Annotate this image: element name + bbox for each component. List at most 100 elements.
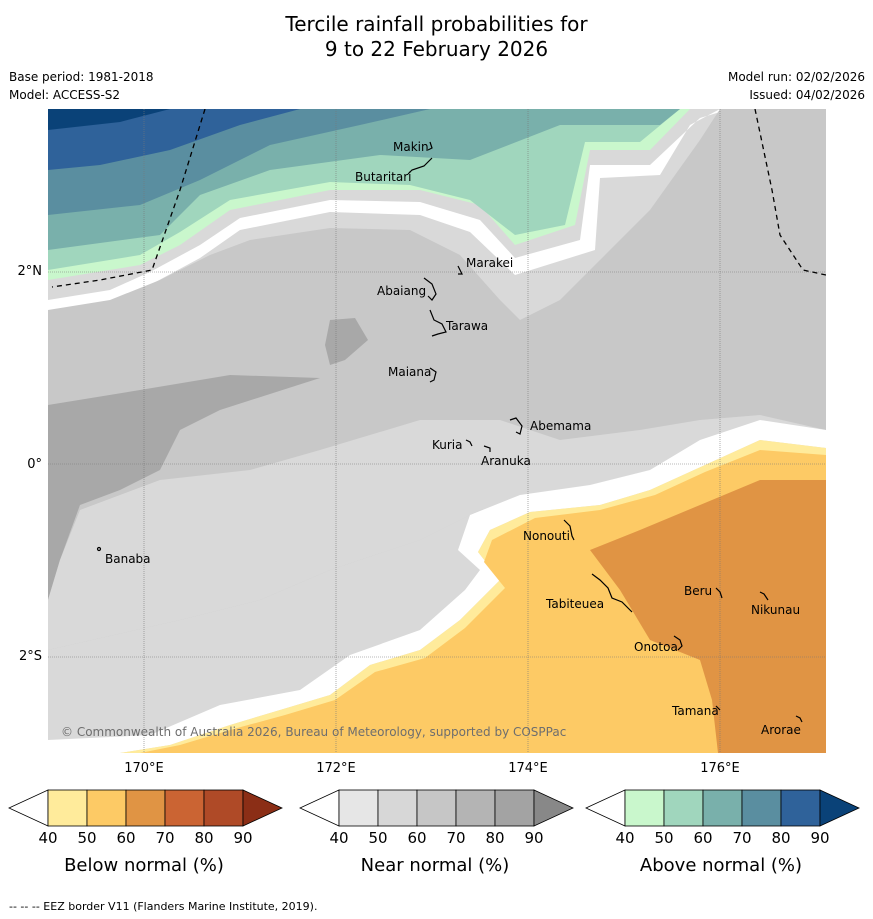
colorbar-below-cell-4	[164, 789, 205, 827]
issued-date: Issued: 04/02/2026	[749, 88, 865, 102]
colorbar-below-tick-70: 70	[155, 829, 174, 847]
colorbar-below-cell-2	[86, 789, 127, 827]
colorbar-above-tick-50: 50	[654, 829, 673, 847]
label-banaba: Banaba	[105, 552, 151, 566]
label-makin: Makin	[393, 140, 429, 154]
colorbar-below-cell-3	[125, 789, 166, 827]
colorbar-above-tick-40: 40	[615, 829, 634, 847]
colorbar-near-max-extend	[533, 789, 574, 827]
colorbar-label-near: Near normal (%)	[360, 855, 510, 876]
label-tamana: Tamana	[671, 704, 719, 718]
colorbar-near-tick-70: 70	[446, 829, 465, 847]
label-butaritari: Butaritari	[355, 170, 412, 184]
colorbar-near-tick-80: 80	[485, 829, 504, 847]
colorbar-below-tick-60: 60	[116, 829, 135, 847]
below-normal-60-70-region	[590, 480, 826, 753]
label-onotoa: Onotoa	[634, 640, 678, 654]
colorbar-near-tick-90: 90	[524, 829, 543, 847]
island-tabiteuea	[591, 573, 633, 613]
island-onotoa	[673, 635, 683, 651]
island-banaba	[96, 546, 102, 552]
near-normal-40-50-south-band	[48, 415, 826, 650]
colorbar-near-cell-2	[377, 789, 418, 827]
lon-label-172: 172°E	[316, 761, 356, 776]
colorbar-near-cell-3	[416, 789, 457, 827]
island-arorae	[795, 715, 803, 723]
lat-label-2n: 2°N	[17, 264, 43, 279]
gridlines	[48, 109, 826, 753]
colorbar-below-max-extend	[242, 789, 283, 827]
island-makin	[427, 141, 433, 151]
colorbar-near-tick-40: 40	[329, 829, 348, 847]
island-butaritari	[407, 157, 433, 175]
colorbar-above-cell-5	[780, 789, 821, 827]
island-tamana	[715, 705, 721, 711]
colorbar-above: 40 50 60 70 80 90	[585, 789, 860, 847]
lat-label-0: 0°	[27, 457, 42, 472]
colorbar-below-tick-40: 40	[38, 829, 57, 847]
label-abaiang: Abaiang	[377, 284, 426, 298]
gap-band-north	[48, 109, 826, 312]
base-period: Base period: 1981-2018	[9, 70, 154, 84]
colorbars: 40 50 60 70 80 90 40 50 60 70 80 90 40 50 60 70 80 90	[8, 789, 860, 847]
lon-label-176: 176°E	[700, 761, 740, 776]
label-arorae: Arorae	[761, 723, 801, 737]
colorbar-near-cell-1	[338, 789, 379, 827]
label-marakei: Marakei	[466, 256, 513, 270]
colorbar-below: 40 50 60 70 80 90	[8, 789, 283, 847]
meta-left: Base period: 1981-2018 Model: ACCESS-S2	[9, 68, 154, 104]
title-line-1: Tercile rainfall probabilities for	[285, 12, 588, 36]
colorbar-label-above: Above normal (%)	[639, 855, 803, 876]
colorbar-label-below: Below normal (%)	[64, 855, 224, 876]
eez-borders	[51, 109, 826, 288]
colorbar-above-tick-70: 70	[732, 829, 751, 847]
model-name: Model: ACCESS-S2	[9, 88, 121, 102]
colorbar-above-cell-2	[663, 789, 704, 827]
colorbar-near-min-extend	[299, 789, 340, 827]
colorbar-near-cell-5	[494, 789, 535, 827]
label-kuria: Kuria	[432, 438, 463, 452]
colorbar-above-max-extend	[819, 789, 860, 827]
label-tarawa: Tarawa	[445, 319, 488, 333]
colorbar-below-tick-50: 50	[77, 829, 96, 847]
island-tarawa	[429, 309, 447, 337]
colorbar-above-tick-80: 80	[771, 829, 790, 847]
label-maiana: Maiana	[388, 365, 431, 379]
lon-label-174: 174°E	[508, 761, 548, 776]
copyright-text: © Commonwealth of Australia 2026, Bureau…	[61, 725, 566, 739]
colorbar-near-tick-50: 50	[368, 829, 387, 847]
islands	[96, 141, 803, 723]
colorbar-above-min-extend	[585, 789, 626, 827]
island-beru	[715, 587, 723, 599]
colorbar-above-tick-90: 90	[810, 829, 829, 847]
colorbar-near-cell-4	[455, 789, 496, 827]
place-labels: Makin Butaritari Marakei Abaiang Tarawa …	[105, 140, 801, 737]
label-abemama: Abemama	[530, 419, 591, 433]
lon-label-170: 170°E	[124, 761, 164, 776]
island-marakei	[457, 265, 463, 275]
island-abemama	[509, 417, 523, 435]
above-normal-80-90-region	[48, 109, 300, 170]
map-area: Makin Butaritari Marakei Abaiang Tarawa …	[48, 109, 826, 753]
colorbar-below-cell-5	[203, 789, 244, 827]
colorbar-above-cell-4	[741, 789, 782, 827]
colorbar-near: 40 50 60 70 80 90	[299, 789, 574, 847]
colorbar-above-cell-3	[702, 789, 743, 827]
label-beru: Beru	[684, 584, 712, 598]
island-nonouti	[563, 519, 575, 541]
colorbar-above-tick-60: 60	[693, 829, 712, 847]
island-kuria	[465, 439, 473, 447]
eez-footnote: -- -- -- EEZ border V11 (Flanders Marine…	[9, 900, 318, 913]
island-maiana	[429, 367, 437, 383]
island-nikunau	[759, 591, 769, 601]
island-abaiang	[423, 277, 437, 301]
colorbar-below-cell-1	[47, 789, 88, 827]
colorbar-below-tick-90: 90	[233, 829, 252, 847]
label-nonouti: Nonouti	[523, 529, 570, 543]
colorbar-below-tick-80: 80	[194, 829, 213, 847]
colorbar-below-min-extend	[8, 789, 49, 827]
title-line-2: 9 to 22 February 2026	[324, 37, 549, 61]
meta-right: Model run: 02/02/2026 Issued: 04/02/2026	[728, 68, 865, 104]
label-nikunau: Nikunau	[751, 603, 800, 617]
